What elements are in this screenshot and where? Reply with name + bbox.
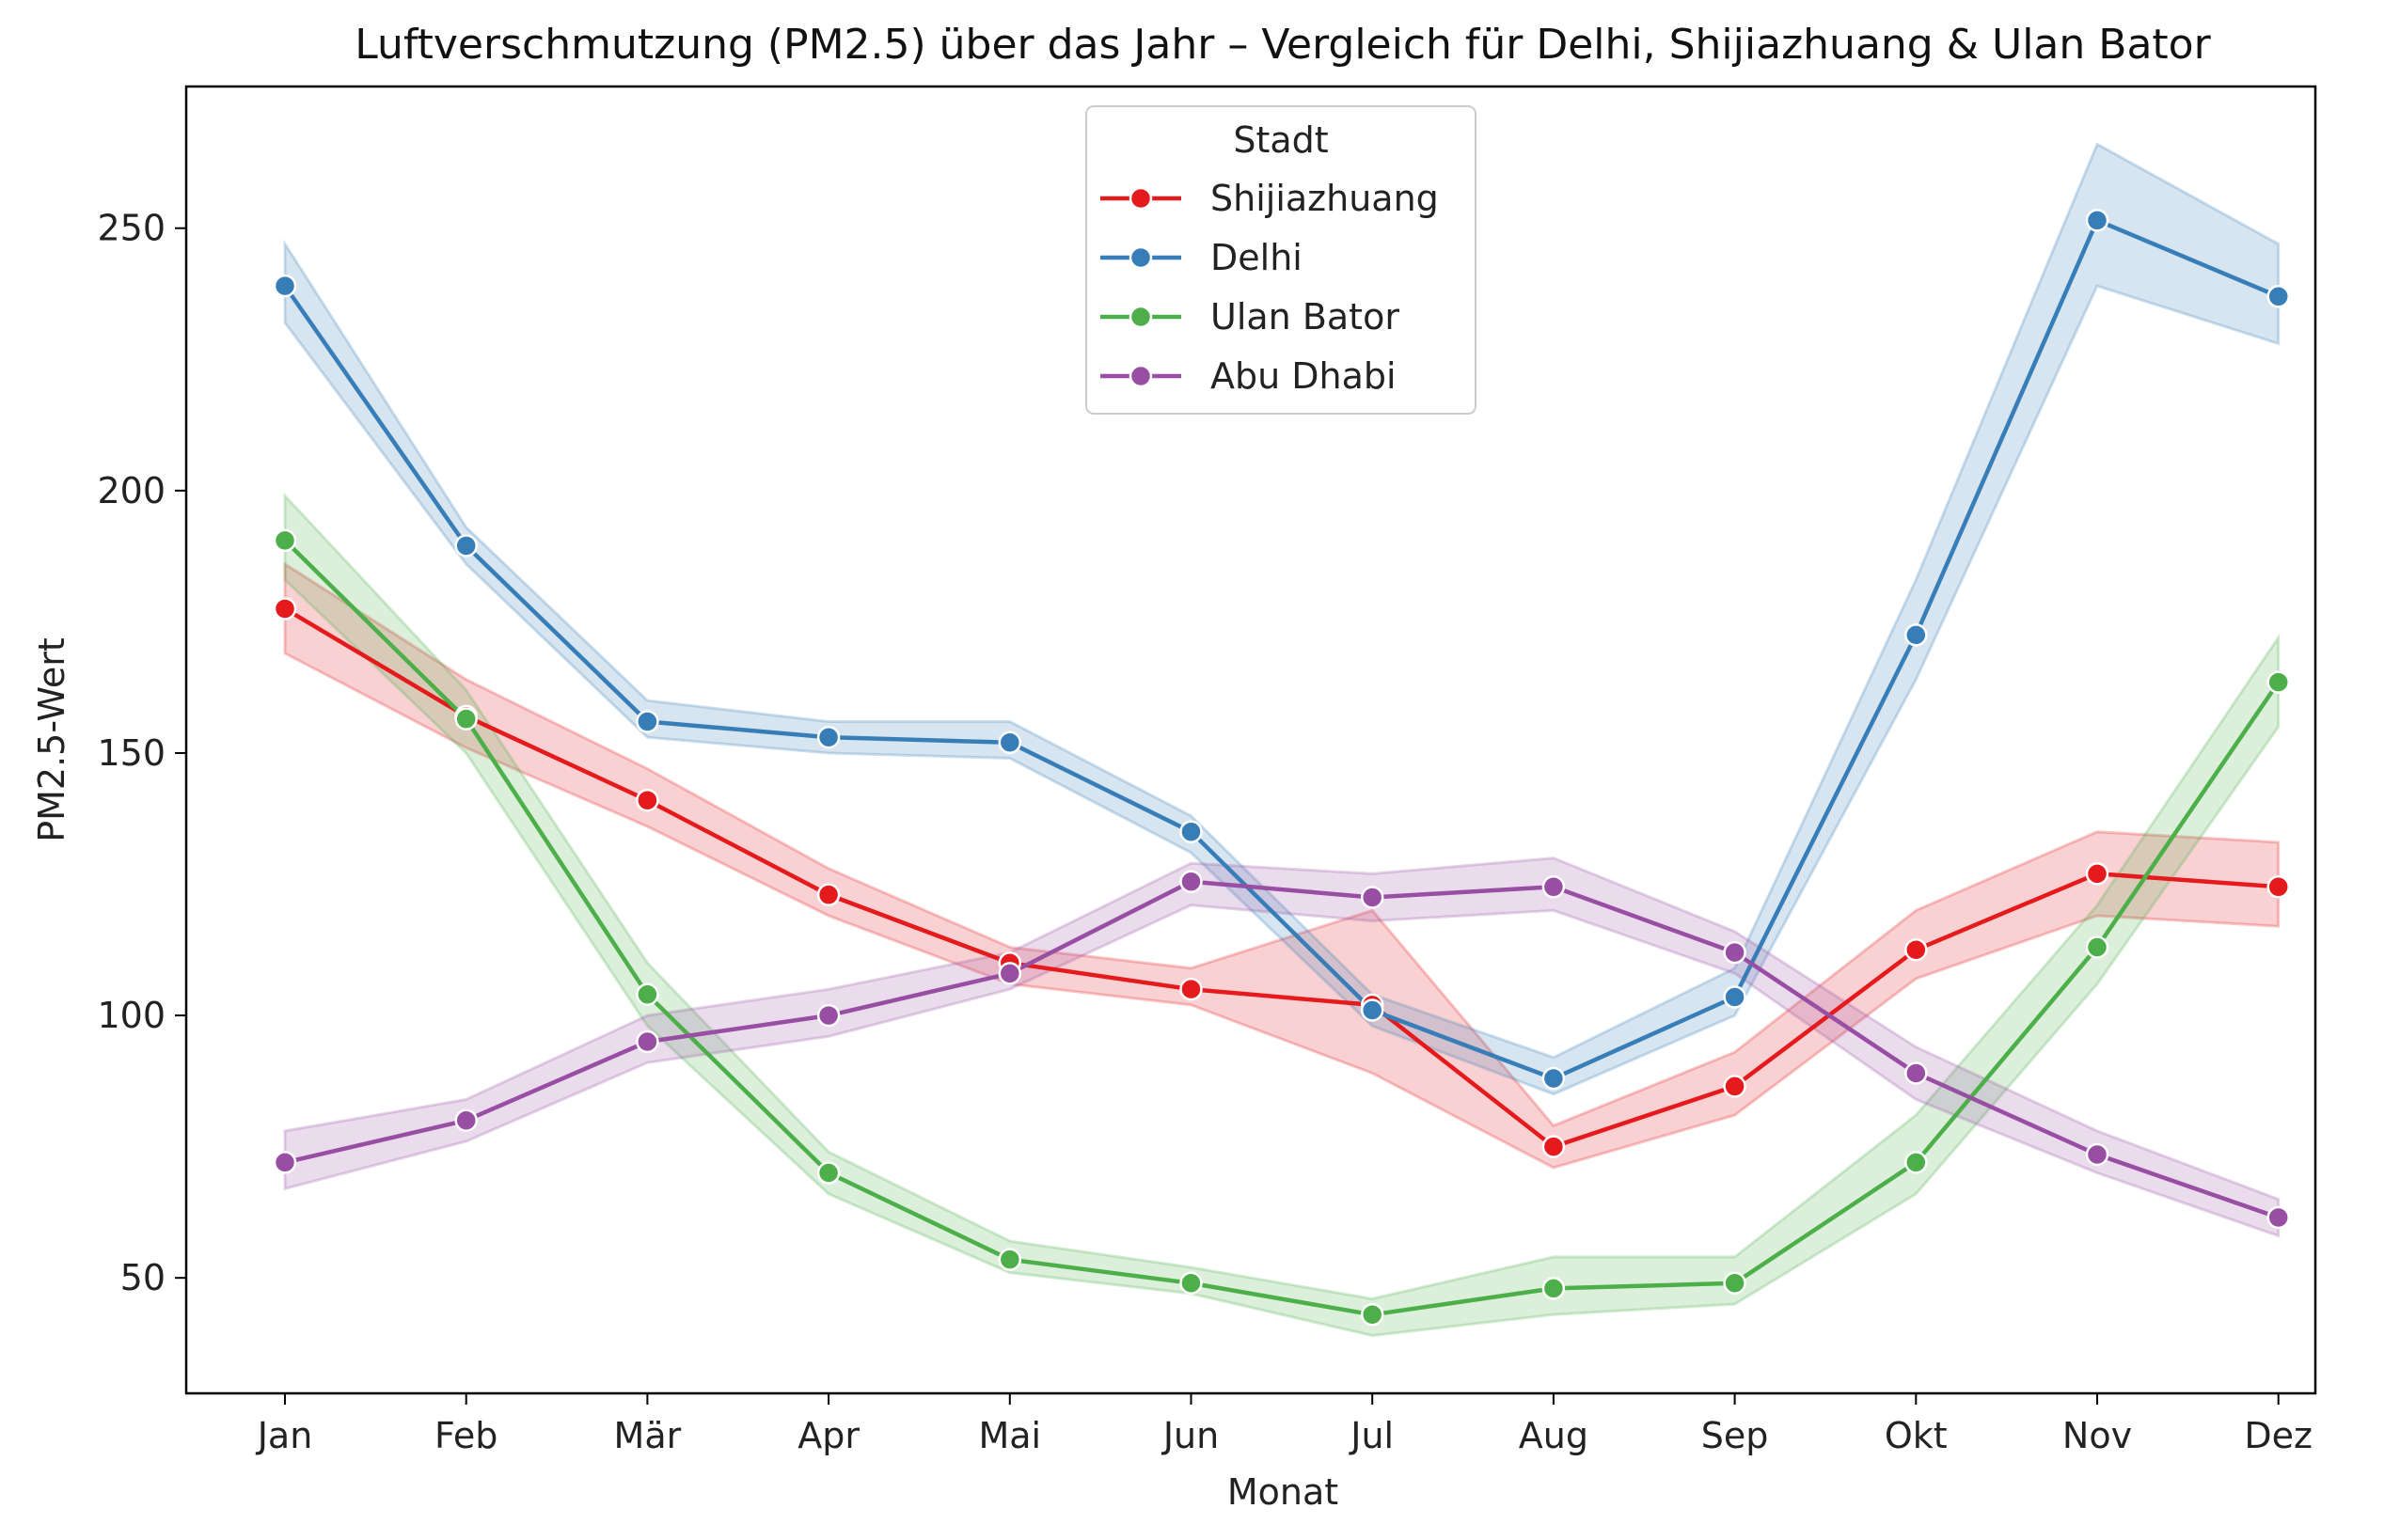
point-delhi-jul xyxy=(1360,998,1384,1022)
legend-label-ulan-bator: Ulan Bator xyxy=(1210,296,1399,338)
y-tick-label-150: 150 xyxy=(97,732,166,774)
point-shijiazhuang-apr xyxy=(816,883,841,906)
point-delhi-dez xyxy=(2266,285,2290,308)
point-delhi-okt xyxy=(1904,623,1928,647)
x-tick-label-m-r: Mär xyxy=(614,1415,682,1456)
point-delhi-apr xyxy=(816,725,841,749)
point-shijiazhuang-dez xyxy=(2266,875,2290,899)
y-tick-label-200: 200 xyxy=(97,470,166,511)
point-ulan-bator-m-r xyxy=(636,982,659,1006)
series-points xyxy=(273,209,2290,1327)
point-delhi-feb xyxy=(454,534,478,558)
plot-area-frame xyxy=(184,85,2317,1395)
point-ulan-bator-dez xyxy=(2266,670,2290,694)
point-shijiazhuang-okt xyxy=(1904,938,1928,962)
point-abu-dhabi-sep xyxy=(1723,940,1746,965)
x-tick-label-apr: Apr xyxy=(797,1415,860,1456)
series-line-abu-dhabi xyxy=(282,879,2281,1220)
point-shijiazhuang-m-r xyxy=(636,788,659,812)
point-abu-dhabi-jun xyxy=(1179,870,1203,893)
legend-marker-ulan-bator xyxy=(1129,305,1153,329)
legend-title: Stadt xyxy=(1233,119,1328,161)
point-ulan-bator-jul xyxy=(1360,1303,1384,1327)
point-abu-dhabi-dez xyxy=(2266,1205,2290,1230)
point-abu-dhabi-okt xyxy=(1904,1061,1928,1085)
point-ulan-bator-jan xyxy=(273,528,297,553)
point-ulan-bator-feb xyxy=(454,707,478,731)
x-axis: Jan Feb Mär Apr Mai Jun Jul Aug Sep Okt Nov Dez xyxy=(256,1393,2313,1456)
point-ulan-bator-nov xyxy=(2085,935,2109,959)
point-abu-dhabi-nov xyxy=(2085,1142,2109,1167)
series-line-shijiazhuang xyxy=(282,606,2281,1149)
point-delhi-nov xyxy=(2085,209,2109,232)
legend-label-delhi: Delhi xyxy=(1210,237,1303,278)
point-delhi-aug xyxy=(1541,1066,1566,1091)
point-abu-dhabi-feb xyxy=(454,1108,478,1132)
legend-marker-abu-dhabi xyxy=(1129,364,1153,388)
point-abu-dhabi-jan xyxy=(273,1151,297,1174)
point-shijiazhuang-sep xyxy=(1723,1075,1746,1098)
x-tick-label-jul: Jul xyxy=(1349,1415,1394,1456)
point-ulan-bator-jun xyxy=(1179,1271,1203,1296)
series-line-ulan-bator xyxy=(282,538,2281,1317)
ci-band-delhi xyxy=(283,142,2281,1096)
point-ulan-bator-sep xyxy=(1723,1271,1746,1296)
point-abu-dhabi-aug xyxy=(1541,875,1566,899)
legend-items: Shijiazhuang Delhi Ulan Bator Abu Dhabi xyxy=(1100,178,1439,397)
x-tick-label-sep: Sep xyxy=(1701,1415,1769,1456)
x-tick-label-jun: Jun xyxy=(1161,1415,1219,1456)
point-abu-dhabi-jul xyxy=(1360,886,1384,909)
x-tick-label-jan: Jan xyxy=(256,1415,313,1456)
x-tick-label-dez: Dez xyxy=(2244,1415,2313,1456)
point-shijiazhuang-jan xyxy=(273,597,297,621)
point-abu-dhabi-apr xyxy=(816,1003,841,1028)
point-abu-dhabi-m-r xyxy=(636,1029,659,1054)
point-ulan-bator-aug xyxy=(1541,1277,1566,1300)
y-tick-label-250: 250 xyxy=(97,208,166,249)
point-shijiazhuang-nov xyxy=(2085,862,2109,886)
point-delhi-jun xyxy=(1179,820,1203,843)
y-axis-label: PM2.5-Wert xyxy=(31,637,72,842)
y-axis: 50 100 150 200 250 xyxy=(97,208,186,1298)
chart-title: Luftverschmutzung (PM2.5) über das Jahr … xyxy=(355,21,2211,69)
point-ulan-bator-okt xyxy=(1904,1151,1928,1174)
point-ulan-bator-apr xyxy=(816,1161,841,1185)
ci-band-shijiazhuang xyxy=(283,561,2281,1170)
y-tick-label-50: 50 xyxy=(120,1257,166,1298)
x-tick-label-nov: Nov xyxy=(2062,1415,2132,1456)
point-delhi-mai xyxy=(998,731,1022,755)
x-tick-label-feb: Feb xyxy=(434,1415,497,1456)
point-ulan-bator-mai xyxy=(998,1248,1022,1271)
legend-marker-shijiazhuang xyxy=(1129,186,1153,211)
point-shijiazhuang-jun xyxy=(1179,977,1203,1001)
x-tick-label-mai: Mai xyxy=(978,1415,1041,1456)
series-line-delhi xyxy=(282,218,2281,1081)
y-tick-label-100: 100 xyxy=(97,995,166,1036)
point-delhi-sep xyxy=(1723,985,1746,1009)
point-abu-dhabi-mai xyxy=(998,962,1022,985)
x-tick-label-okt: Okt xyxy=(1885,1415,1948,1456)
x-axis-label: Monat xyxy=(1227,1471,1338,1513)
point-shijiazhuang-aug xyxy=(1541,1135,1566,1158)
legend-label-abu-dhabi: Abu Dhabi xyxy=(1210,355,1397,397)
legend-marker-delhi xyxy=(1129,245,1153,270)
series-lines xyxy=(282,218,2281,1317)
legend-frame xyxy=(1085,105,1476,415)
point-delhi-jan xyxy=(273,274,297,298)
point-delhi-m-r xyxy=(636,710,659,733)
legend-label-shijiazhuang: Shijiazhuang xyxy=(1210,178,1439,219)
legend: Stadt Shijiazhuang Delhi Ulan Bator Abu Dha… xyxy=(1085,105,1476,415)
x-tick-label-aug: Aug xyxy=(1519,1415,1588,1456)
